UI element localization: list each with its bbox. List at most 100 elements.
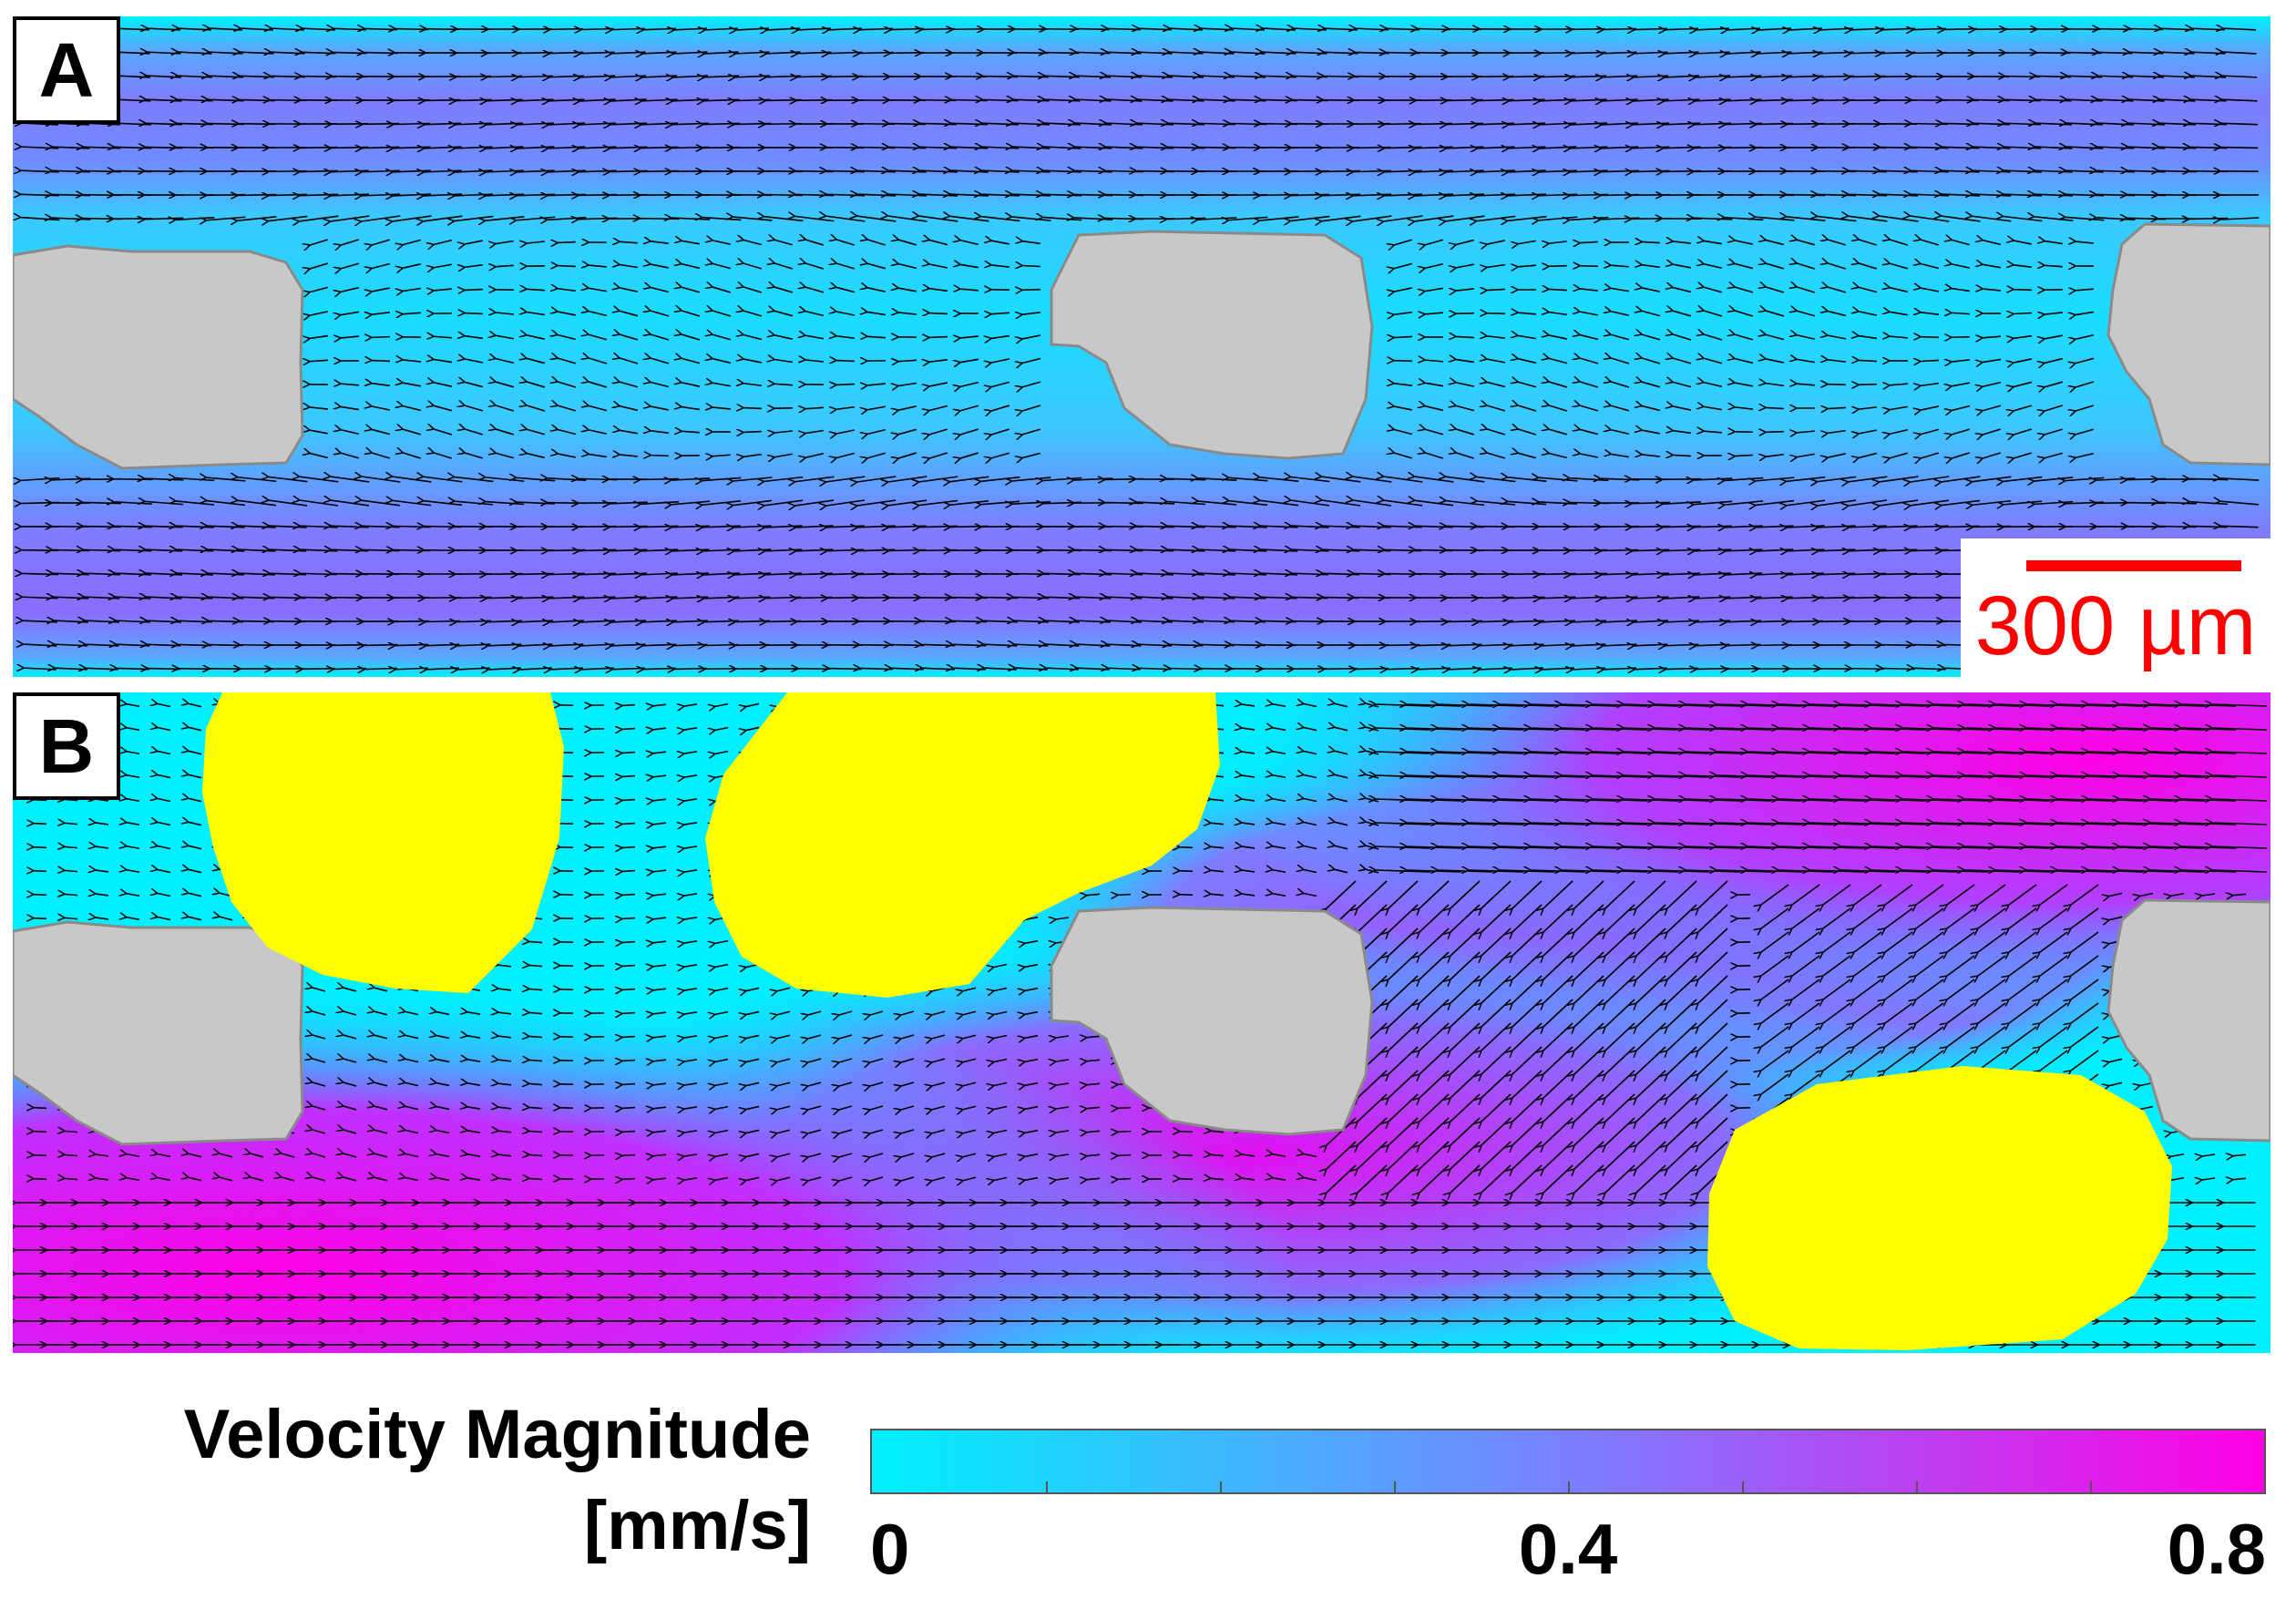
velocity-arrow: [929, 337, 948, 338]
velocity-arrow: [1819, 597, 1855, 598]
colorbar-minor-tick: [1742, 1481, 1744, 1492]
velocity-arrow: [1022, 290, 1040, 291]
velocity-arrow: [34, 1132, 47, 1133]
velocity-arrow: [1108, 28, 1141, 29]
velocity-arrow: [1882, 645, 1916, 646]
velocity-arrow: [2035, 194, 2074, 196]
velocity-arrow: [828, 598, 864, 599]
velocity-arrow: [548, 194, 587, 195]
velocity-arrow: [622, 1132, 636, 1133]
velocity-arrow: [950, 170, 989, 172]
velocity-arrow: [424, 215, 463, 221]
colorbar-minor-tick: [1568, 1481, 1570, 1492]
velocity-arrow: [1477, 194, 1516, 196]
velocity-arrow: [1572, 52, 1606, 53]
velocity-arrow: [332, 574, 368, 575]
velocity-arrow: [1180, 1179, 1194, 1180]
velocity-arrow: [1580, 266, 1598, 267]
velocity-arrow: [529, 1178, 543, 1179]
velocity-arrow: [1418, 28, 1450, 29]
velocity-arrow: [1673, 455, 1691, 456]
velocity-arrow: [271, 621, 305, 622]
velocity-arrow: [1477, 170, 1515, 172]
velocity-arrow: [1232, 645, 1266, 646]
velocity-arrow: [465, 290, 483, 291]
velocity-arrow: [1446, 194, 1485, 196]
velocity-arrow: [34, 824, 47, 825]
velocity-arrow: [2223, 28, 2256, 30]
velocity-arrow: [622, 942, 636, 943]
velocity-arrow: [1549, 289, 1567, 290]
velocity-arrow: [1828, 384, 1846, 385]
velocity-arrow: [364, 53, 398, 54]
velocity-arrow: [486, 194, 525, 196]
velocity-arrow: [529, 941, 543, 942]
velocity-arrow: [1881, 52, 1916, 53]
velocity-arrow: [271, 597, 306, 598]
velocity-arrow: [2222, 76, 2258, 77]
velocity-arrow: [622, 871, 636, 872]
velocity-arrow: [1325, 669, 1358, 670]
velocity-arrow: [1540, 574, 1576, 575]
velocity-arrow: [1942, 100, 1979, 101]
velocity-arrow: [1180, 847, 1194, 848]
velocity-arrow: [487, 53, 522, 54]
velocity-arrow: [1322, 194, 1361, 195]
velocity-arrow: [455, 170, 493, 172]
velocity-arrow: [919, 170, 958, 172]
velocity-arrow: [952, 598, 988, 599]
panel-b: B: [13, 692, 2270, 1353]
velocity-arrow: [1394, 361, 1412, 362]
velocity-arrow: [52, 170, 90, 171]
velocity-arrow: [952, 620, 987, 621]
velocity-arrow: [1118, 1132, 1132, 1133]
velocity-arrow: [529, 1154, 543, 1155]
velocity-arrow: [622, 847, 636, 848]
velocity-arrow: [1819, 100, 1855, 101]
velocity-arrow: [2099, 29, 2132, 30]
velocity-arrow: [487, 574, 523, 575]
velocity-arrow: [1324, 76, 1359, 77]
velocity-arrow: [643, 668, 676, 669]
velocity-arrows-a: [21, 28, 2260, 670]
velocity-arrow: [34, 918, 47, 919]
velocity-arrow: [1911, 170, 1949, 172]
velocity-arrow: [1074, 170, 1112, 171]
velocity-arrow: [1356, 669, 1389, 670]
velocity-arrow: [829, 669, 862, 670]
velocity-arrow: [826, 170, 865, 171]
velocity-arrow: [1415, 194, 1454, 196]
velocity-arrow: [622, 1037, 636, 1038]
velocity-arrow: [743, 408, 762, 409]
velocity-arrow: [333, 669, 366, 670]
velocity-arrow: [1262, 620, 1297, 621]
velocity-arrow: [21, 194, 60, 195]
velocity-arrow: [558, 242, 576, 243]
velocity-arrow: [529, 1083, 543, 1084]
velocity-arrow: [34, 895, 47, 896]
velocity-arrow: [456, 598, 492, 599]
velocity-arrow: [921, 621, 956, 622]
velocity-arrow: [1973, 100, 2010, 101]
velocity-arrow: [1118, 895, 1132, 896]
scale-bar: 300 µm: [1961, 538, 2270, 677]
velocity-arrow: [529, 1060, 543, 1061]
velocity-arrow: [300, 194, 339, 195]
velocity-arrow: [1180, 1132, 1194, 1133]
velocity-arrow: [331, 194, 370, 196]
velocity-arrow: [1766, 432, 1784, 433]
velocity-arrow: [1261, 99, 1297, 100]
velocity-arrow: [1180, 1155, 1194, 1156]
velocity-arrow: [34, 1179, 47, 1180]
velocity-arrow: [764, 194, 804, 195]
velocity-arrow: [1446, 170, 1484, 172]
velocity-arrow: [622, 966, 636, 967]
velocity-arrow: [857, 194, 897, 196]
velocity-arrow: [1170, 668, 1203, 669]
velocity-arrow: [1386, 53, 1420, 54]
velocity-arrow: [2221, 123, 2259, 124]
velocity-arrow: [1944, 29, 1977, 30]
velocity-arrow: [558, 266, 576, 267]
velocity-arrow: [1849, 170, 1887, 171]
velocity-arrow: [1570, 194, 1609, 195]
